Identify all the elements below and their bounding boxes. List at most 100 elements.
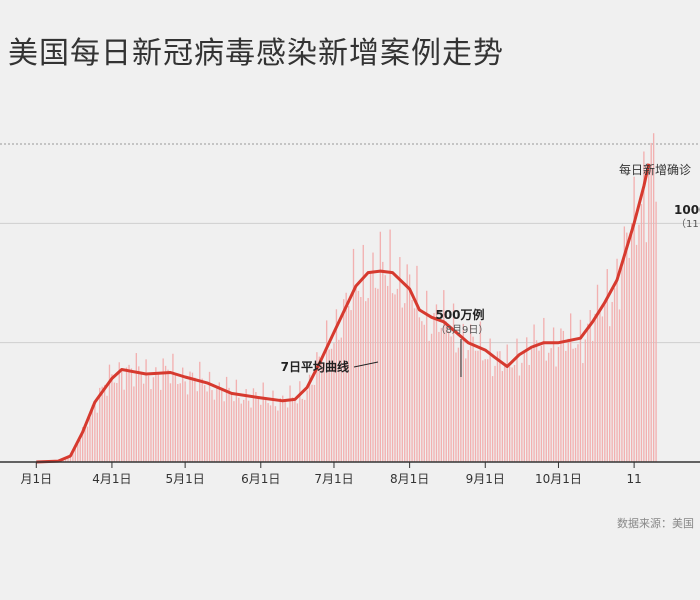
daily-bar — [345, 292, 347, 462]
daily-bar — [404, 303, 406, 462]
daily-bar — [308, 374, 311, 462]
daily-bar — [528, 364, 530, 462]
daily-bar — [294, 400, 296, 462]
daily-bar — [650, 142, 652, 462]
daily-bar — [369, 273, 372, 462]
daily-bar — [201, 378, 203, 462]
daily-bar — [121, 371, 123, 462]
daily-bar — [391, 293, 394, 462]
daily-bar — [147, 375, 150, 462]
daily-bar — [196, 391, 199, 462]
daily-bar — [518, 375, 521, 462]
daily-bar — [257, 396, 260, 462]
daily-bar — [511, 367, 513, 462]
annotation-5m-label: 500万例 — [435, 307, 484, 322]
daily-bar — [243, 399, 245, 462]
daily-bar — [457, 347, 460, 462]
daily-bar — [450, 336, 452, 462]
daily-bar — [74, 445, 76, 462]
daily-bar — [479, 321, 482, 462]
daily-bar — [106, 395, 108, 462]
daily-bar — [572, 348, 574, 462]
daily-bar — [584, 339, 586, 462]
daily-bar — [372, 252, 374, 462]
x-tick-label: 6月1日 — [241, 472, 280, 486]
daily-bar — [291, 397, 294, 462]
daily-bar — [460, 340, 462, 462]
daily-bar — [523, 351, 525, 462]
daily-bar — [77, 441, 79, 462]
daily-bar — [138, 366, 140, 462]
daily-bar — [123, 389, 125, 462]
daily-bar — [79, 439, 81, 462]
x-tick-label: 月1日 — [20, 472, 52, 486]
daily-bar — [411, 299, 413, 462]
daily-bar — [574, 347, 577, 462]
daily-bar — [655, 201, 657, 463]
daily-bar — [548, 352, 550, 462]
daily-bar — [533, 324, 535, 462]
daily-bar — [269, 405, 272, 462]
daily-bar — [606, 269, 608, 462]
daily-bar — [643, 151, 645, 463]
daily-bar — [252, 388, 255, 462]
daily-bar — [157, 374, 159, 462]
daily-bar — [191, 372, 194, 462]
daily-bar — [81, 426, 84, 462]
daily-bar — [199, 361, 201, 462]
daily-bar — [118, 362, 120, 462]
daily-bar — [601, 316, 604, 462]
daily-bar — [394, 294, 396, 462]
daily-bar — [91, 404, 94, 462]
daily-bar — [386, 285, 389, 462]
daily-bar — [589, 310, 591, 462]
daily-bar — [96, 412, 98, 462]
daily-bar — [413, 308, 416, 462]
daily-bar — [306, 390, 308, 462]
daily-bar — [182, 367, 184, 462]
daily-bar — [543, 317, 545, 462]
annotation-5m-date: （8月9日） — [436, 324, 489, 336]
daily-bar — [101, 386, 103, 462]
daily-bar — [238, 397, 240, 462]
daily-bar — [277, 410, 279, 462]
daily-bar — [508, 366, 511, 462]
daily-bar — [594, 313, 596, 462]
daily-bar — [613, 288, 616, 462]
daily-bar — [591, 340, 594, 462]
daily-bar — [311, 384, 313, 462]
daily-bar — [382, 261, 384, 462]
daily-bar — [172, 353, 174, 462]
daily-bar — [184, 381, 186, 462]
daily-bar — [111, 374, 113, 462]
daily-bar — [638, 224, 640, 462]
daily-bar — [84, 425, 86, 462]
daily-bar — [455, 352, 457, 462]
daily-bar — [374, 287, 377, 462]
daily-bar — [562, 330, 565, 462]
daily-bar — [516, 338, 518, 462]
daily-bar — [350, 310, 352, 462]
daily-bar — [433, 312, 435, 462]
daily-bar — [316, 352, 318, 462]
daily-bar — [99, 387, 101, 462]
daily-bar — [282, 395, 284, 462]
daily-bar — [233, 401, 235, 462]
daily-bar — [447, 331, 450, 462]
daily-bar — [323, 362, 325, 462]
daily-bar — [108, 364, 111, 462]
daily-bar — [640, 204, 643, 462]
daily-bar — [360, 297, 362, 462]
daily-bar — [142, 383, 145, 462]
daily-bar — [557, 346, 560, 462]
daily-bar — [616, 258, 618, 462]
daily-bar — [618, 309, 621, 462]
daily-bar — [225, 376, 228, 462]
daily-bar — [462, 323, 464, 462]
seven-day-average-line — [36, 163, 651, 464]
daily-bar — [530, 348, 533, 462]
daily-bar — [484, 359, 486, 462]
daily-bar — [272, 390, 274, 462]
daily-bar — [357, 290, 360, 462]
